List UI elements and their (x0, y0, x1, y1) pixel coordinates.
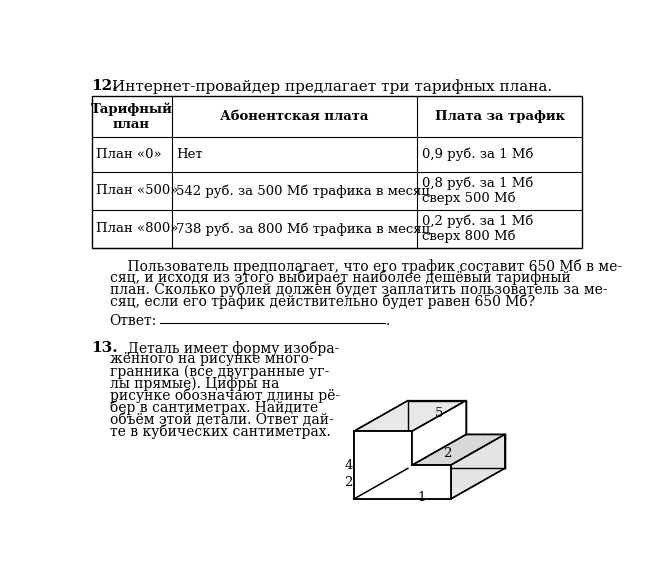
Text: Нет: Нет (176, 148, 203, 161)
Polygon shape (354, 401, 466, 431)
Text: 2: 2 (345, 476, 353, 489)
Text: жённого на рисунке много-: жённого на рисунке много- (109, 353, 313, 367)
Text: План «800»: План «800» (96, 222, 179, 236)
Text: Ответ:: Ответ: (109, 314, 157, 328)
Text: Интернет-провайдер предлагает три тарифных плана.: Интернет-провайдер предлагает три тарифн… (112, 79, 552, 94)
Text: 0,9 руб. за 1 Мб: 0,9 руб. за 1 Мб (422, 148, 533, 162)
Text: План «500»: План «500» (96, 184, 179, 197)
Text: 12.: 12. (92, 79, 118, 93)
Text: 0,2 руб. за 1 Мб
сверх 800 Мб: 0,2 руб. за 1 Мб сверх 800 Мб (422, 214, 533, 243)
Polygon shape (354, 431, 451, 499)
Polygon shape (412, 401, 466, 466)
Text: рисунке обозначают длины рё-: рисунке обозначают длины рё- (109, 389, 339, 403)
Text: План «0»: План «0» (96, 148, 162, 161)
Text: сяц, и исходя из этого выбирает наиболее дешёвый тарифный: сяц, и исходя из этого выбирает наиболее… (109, 270, 570, 285)
Text: .: . (386, 314, 390, 328)
Bar (92, 97, 583, 248)
Text: Плата за трафик: Плата за трафик (435, 111, 565, 123)
Text: те в кубических сантиметрах.: те в кубических сантиметрах. (109, 424, 330, 439)
Text: сяц, если его трафик действительно будет равен 650 Мб?: сяц, если его трафик действительно будет… (109, 294, 534, 309)
Text: Тарифный
план: Тарифный план (91, 102, 173, 131)
Text: 4: 4 (345, 459, 353, 472)
Polygon shape (408, 401, 505, 468)
Text: план. Сколько рублей должен будет заплатить пользователь за ме-: план. Сколько рублей должен будет заплат… (109, 282, 607, 297)
Text: 738 руб. за 800 Мб трафика в месяц: 738 руб. за 800 Мб трафика в месяц (176, 222, 430, 236)
Text: Абонентская плата: Абонентская плата (220, 111, 368, 123)
Polygon shape (451, 434, 505, 499)
Text: 2: 2 (444, 447, 451, 460)
Text: Пользователь предполагает, что его трафик составит 650 Мб в ме-: Пользователь предполагает, что его трафи… (109, 259, 621, 274)
Text: гранника (все двугранные уг-: гранника (все двугранные уг- (109, 364, 329, 379)
Text: 13.: 13. (92, 340, 119, 354)
Text: 5: 5 (435, 407, 443, 420)
Text: лы прямые). Цифры на: лы прямые). Цифры на (109, 376, 279, 391)
Text: 542 руб. за 500 Мб трафика в месяц: 542 руб. за 500 Мб трафика в месяц (176, 184, 430, 197)
Polygon shape (412, 434, 505, 466)
Text: 0,8 руб. за 1 Мб
сверх 500 Мб: 0,8 руб. за 1 Мб сверх 500 Мб (422, 176, 533, 206)
Text: бер в сантиметрах. Найдите: бер в сантиметрах. Найдите (109, 400, 318, 415)
Text: объём этой детали. Ответ дай-: объём этой детали. Ответ дай- (109, 412, 333, 426)
Text: 1: 1 (418, 491, 426, 504)
Text: Деталь имеет форму изобра-: Деталь имеет форму изобра- (109, 340, 339, 356)
